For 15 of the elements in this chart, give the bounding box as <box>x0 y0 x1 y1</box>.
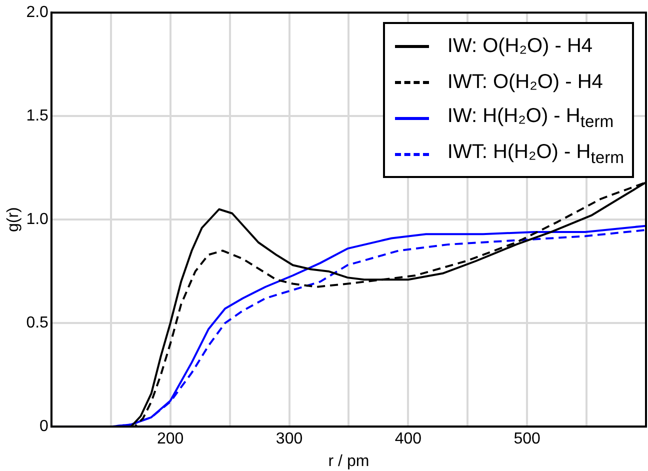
legend-label: IWT: O(H₂O) - H4 <box>447 70 603 94</box>
x-tick-label: 500 <box>514 430 541 448</box>
legend-label: IW: O(H₂O) - H4 <box>447 34 593 58</box>
legend-label: IWT: H(H₂O) - H$_{term}$ <box>447 140 624 168</box>
x-tick-label: 300 <box>276 430 303 448</box>
y-tick-label: 2.0 <box>26 4 49 22</box>
y-tick-label: 0 <box>40 418 49 436</box>
y-tick-label: 1.0 <box>26 211 49 228</box>
x-tick-label: 200 <box>157 430 184 448</box>
y-tick-label: 0.5 <box>26 314 49 332</box>
y-tick-label: 1.5 <box>26 108 49 125</box>
y-axis-title: g(r) <box>5 207 22 232</box>
x-axis-title: r / pm <box>328 452 370 470</box>
x-tick-label: 400 <box>394 430 422 448</box>
legend-label: IW: H(H₂O) - H$_{term}$ <box>447 104 614 132</box>
